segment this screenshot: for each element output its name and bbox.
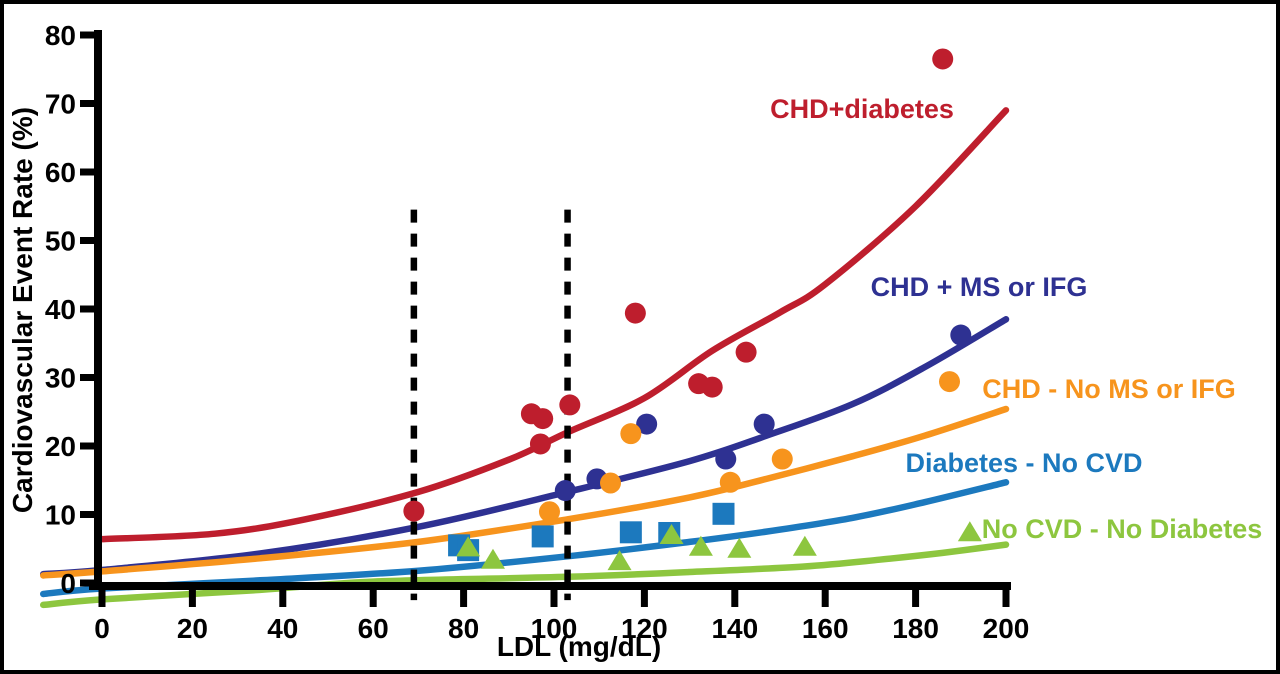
y-tick-label: 10 xyxy=(45,500,76,531)
data-point-triangle xyxy=(659,524,684,545)
x-axis-label: LDL (mg/dL) xyxy=(497,631,661,662)
data-point-square xyxy=(712,502,735,525)
x-tick-label: 60 xyxy=(358,613,389,644)
trend-curves xyxy=(39,107,1010,609)
data-point-triangle xyxy=(688,535,713,556)
y-tick-label: 60 xyxy=(45,157,76,188)
y-tick-label: 70 xyxy=(45,89,76,120)
x-tick-label: 120 xyxy=(621,613,668,644)
trend-curve-circle-BE1E2D xyxy=(98,107,1010,543)
y-tick-label: 0 xyxy=(60,568,76,599)
cardiovascular-event-rate-chart: 0 10 20 30 40 50 60 70 80 0 20 40 60 80 100 120 140 160 18… xyxy=(7,20,1262,662)
series-label: CHD - No MS or IFG xyxy=(982,374,1235,404)
y-tick-label: 80 xyxy=(45,20,76,51)
data-point-circle xyxy=(600,472,621,494)
x-tick-label: 40 xyxy=(267,613,298,644)
data-point-circle xyxy=(715,448,737,470)
data-point-triangle xyxy=(456,536,481,557)
y-axis-label: Cardiovascular Event Rate (%) xyxy=(7,107,38,513)
data-point-circle xyxy=(701,376,723,398)
series-label: No CVD - No Diabetes xyxy=(982,514,1263,544)
series-label: CHD+diabetes xyxy=(770,94,954,124)
data-point-circle xyxy=(939,371,960,393)
series-label: CHD + MS or IFG xyxy=(871,272,1088,302)
data-point-circle xyxy=(532,408,554,430)
data-point-triangle xyxy=(727,537,752,558)
data-point-square xyxy=(619,521,642,544)
data-point-circle xyxy=(529,433,551,455)
data-point-circle xyxy=(735,341,757,363)
y-tick-label: 50 xyxy=(45,226,76,257)
data-point-circle xyxy=(753,413,775,435)
trend-curve-circle-F7941D xyxy=(39,405,1010,579)
series-labels: CHD+diabetes CHD + MS or IFG CHD - No MS o… xyxy=(770,94,1262,544)
data-point-circle xyxy=(636,413,658,435)
data-point-circle xyxy=(932,48,954,70)
x-tick-label: 80 xyxy=(448,613,479,644)
x-tick-label: 160 xyxy=(802,613,849,644)
x-tick-label: 140 xyxy=(711,613,758,644)
data-point-square xyxy=(531,525,554,548)
x-tick-label: 100 xyxy=(531,613,578,644)
trend-curve-triangle-8DC63F xyxy=(39,541,1010,609)
axes: 0 10 20 30 40 50 60 70 80 0 20 40 60 80 100 120 140 160 18… xyxy=(45,20,1030,644)
x-tick-label: 20 xyxy=(177,613,208,644)
data-point-circle xyxy=(559,394,581,416)
data-points xyxy=(403,48,982,571)
series-label: Diabetes - No CVD xyxy=(905,448,1142,478)
x-tick-label: 200 xyxy=(983,613,1030,644)
data-point-circle xyxy=(624,302,646,324)
x-tick-label: 0 xyxy=(94,613,110,644)
data-point-circle xyxy=(950,324,972,346)
data-point-circle xyxy=(620,423,642,445)
data-point-triangle xyxy=(607,550,632,571)
data-point-circle xyxy=(719,471,741,493)
data-point-circle xyxy=(771,448,793,470)
x-tick-label: 180 xyxy=(892,613,939,644)
data-point-triangle xyxy=(957,521,982,542)
data-point-circle xyxy=(403,500,425,522)
data-point-triangle xyxy=(480,548,505,569)
y-tick-label: 30 xyxy=(45,363,76,394)
data-point-triangle xyxy=(792,535,817,556)
y-tick-label: 20 xyxy=(45,431,76,462)
y-tick-label: 40 xyxy=(45,294,76,325)
data-point-circle xyxy=(554,480,576,502)
data-point-circle xyxy=(538,501,560,523)
